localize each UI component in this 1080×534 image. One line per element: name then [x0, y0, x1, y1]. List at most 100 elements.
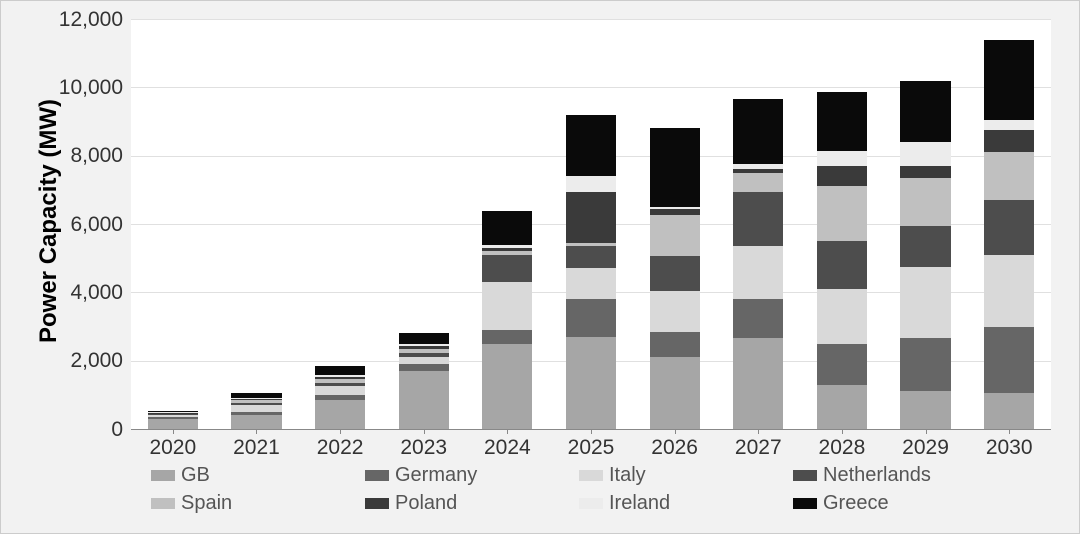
bar-seg-greece — [399, 333, 449, 343]
legend-label: Germany — [395, 464, 477, 487]
legend-swatch — [151, 470, 175, 481]
bar-seg-italy — [315, 386, 365, 395]
bar-seg-spain — [900, 178, 950, 226]
legend-swatch — [579, 470, 603, 481]
bar-seg-poland — [566, 192, 616, 243]
bar-seg-poland — [900, 166, 950, 178]
ytick-label: 10,000 — [41, 76, 123, 100]
xtick-label: 2022 — [317, 436, 364, 460]
bar-seg-greece — [650, 128, 700, 207]
legend-item-ireland: Ireland — [579, 492, 670, 515]
bar-seg-greece — [900, 81, 950, 143]
bar-seg-netherlands — [650, 256, 700, 290]
xtick-label: 2027 — [735, 436, 782, 460]
bar-seg-ireland — [817, 151, 867, 166]
bar-seg-gb — [984, 393, 1034, 429]
bar-2028 — [817, 19, 867, 429]
bar-seg-netherlands — [231, 403, 281, 405]
power-capacity-chart: Power Capacity (MW) 02,0004,0006,0008,00… — [0, 0, 1080, 534]
legend-swatch — [365, 498, 389, 509]
bar-seg-poland — [482, 248, 532, 251]
xtick-mark — [842, 429, 843, 434]
bar-seg-poland — [984, 130, 1034, 152]
bar-seg-italy — [399, 357, 449, 364]
bar-seg-ireland — [566, 176, 616, 191]
bar-seg-ireland — [315, 375, 365, 377]
bar-seg-spain — [733, 173, 783, 192]
ytick-label: 2,000 — [41, 349, 123, 373]
xtick-mark — [926, 429, 927, 434]
bar-seg-italy — [900, 267, 950, 339]
bar-seg-spain — [566, 243, 616, 246]
bar-seg-netherlands — [817, 241, 867, 289]
bar-seg-italy — [566, 268, 616, 299]
legend-swatch — [793, 498, 817, 509]
bar-seg-greece — [733, 99, 783, 164]
bar-seg-netherlands — [482, 255, 532, 282]
bar-seg-italy — [482, 282, 532, 330]
legend-label: Spain — [181, 492, 232, 515]
bar-seg-gb — [482, 344, 532, 429]
bar-2020 — [148, 19, 198, 429]
bar-seg-spain — [148, 413, 198, 414]
xtick-label: 2030 — [986, 436, 1033, 460]
bar-seg-germany — [482, 330, 532, 344]
ytick-label: 8,000 — [41, 144, 123, 168]
bar-seg-gb — [231, 415, 281, 429]
bar-seg-greece — [315, 366, 365, 375]
bar-seg-spain — [984, 152, 1034, 200]
xtick-label: 2028 — [819, 436, 866, 460]
bar-seg-germany — [900, 338, 950, 391]
bar-seg-spain — [315, 379, 365, 382]
xtick-mark — [340, 429, 341, 434]
bar-seg-spain — [231, 400, 281, 403]
bar-seg-gb — [399, 371, 449, 429]
bar-seg-poland — [650, 209, 700, 216]
bar-seg-italy — [733, 246, 783, 299]
legend-item-germany: Germany — [365, 464, 477, 487]
bar-seg-germany — [650, 332, 700, 358]
xtick-label: 2024 — [484, 436, 531, 460]
plot-area — [131, 19, 1051, 429]
bar-seg-germany — [733, 299, 783, 338]
bar-seg-spain — [817, 186, 867, 241]
bar-seg-spain — [399, 349, 449, 353]
bar-seg-ireland — [900, 142, 950, 166]
bar-seg-gb — [900, 391, 950, 429]
xtick-label: 2025 — [568, 436, 615, 460]
bar-seg-greece — [148, 411, 198, 412]
bar-seg-italy — [984, 255, 1034, 327]
xtick-mark — [173, 429, 174, 434]
legend-item-greece: Greece — [793, 492, 889, 515]
bar-2022 — [315, 19, 365, 429]
bar-seg-poland — [315, 377, 365, 380]
xtick-label: 2021 — [233, 436, 280, 460]
legend-label: Poland — [395, 492, 457, 515]
bar-seg-poland — [733, 169, 783, 172]
legend-item-spain: Spain — [151, 492, 232, 515]
xtick-mark — [591, 429, 592, 434]
bar-seg-greece — [231, 393, 281, 398]
bar-seg-poland — [148, 413, 198, 414]
ytick-label: 0 — [41, 418, 123, 442]
bar-2027 — [733, 19, 783, 429]
bar-seg-gb — [148, 419, 198, 429]
legend-label: GB — [181, 464, 210, 487]
xtick-label: 2020 — [149, 436, 196, 460]
bar-seg-greece — [984, 40, 1034, 120]
xtick-mark — [507, 429, 508, 434]
bar-seg-greece — [482, 211, 532, 245]
bar-seg-poland — [817, 166, 867, 187]
bar-seg-netherlands — [148, 414, 198, 415]
bar-seg-germany — [315, 395, 365, 400]
bar-seg-gb — [566, 337, 616, 429]
bar-seg-ireland — [984, 120, 1034, 130]
legend-item-gb: GB — [151, 464, 210, 487]
bar-seg-ireland — [231, 398, 281, 399]
bar-2030 — [984, 19, 1034, 429]
bar-2021 — [231, 19, 281, 429]
bar-seg-netherlands — [315, 383, 365, 386]
bar-2026 — [650, 19, 700, 429]
xtick-mark — [675, 429, 676, 434]
legend-item-italy: Italy — [579, 464, 646, 487]
